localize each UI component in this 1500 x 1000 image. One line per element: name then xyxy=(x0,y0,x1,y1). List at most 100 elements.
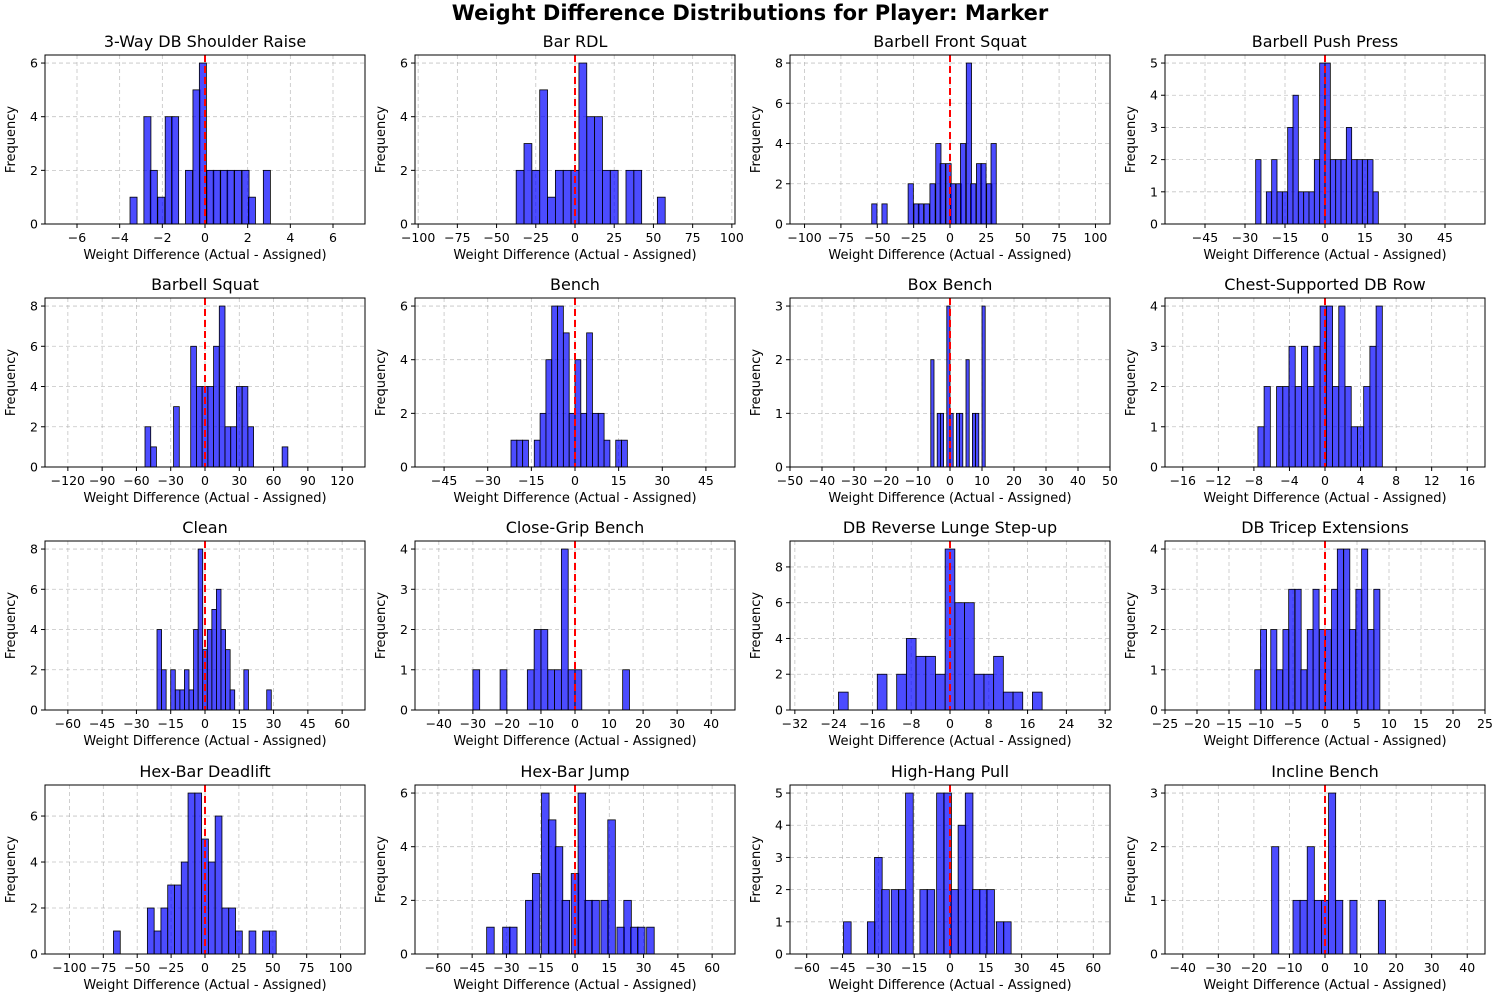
histogram-bar xyxy=(193,629,199,711)
histogram-bar xyxy=(1361,159,1369,225)
histogram-bar xyxy=(1276,386,1284,468)
x-tick-label: −16 xyxy=(859,716,885,731)
histogram-bar xyxy=(930,359,935,468)
x-tick-label: −45 xyxy=(1192,230,1218,245)
x-tick-label: 75 xyxy=(299,960,315,975)
histogram-bar xyxy=(1282,629,1290,711)
y-tick-label: 6 xyxy=(30,56,38,71)
x-tick-label: 0 xyxy=(946,960,954,975)
histogram-bar xyxy=(547,819,557,955)
y-tick-label: 4 xyxy=(400,839,408,854)
histogram-bar xyxy=(153,930,162,955)
histogram-bar xyxy=(1313,345,1321,468)
histogram-bar xyxy=(600,899,609,955)
x-tick-label: 45 xyxy=(670,960,686,975)
histogram-bar xyxy=(965,359,970,468)
histogram-bar xyxy=(956,412,961,468)
histogram-bar xyxy=(1292,899,1301,955)
histogram-bar xyxy=(959,412,964,468)
x-tick-label: −15 xyxy=(158,716,184,731)
histogram-bar xyxy=(173,406,180,468)
histogram-bar xyxy=(607,819,616,955)
histogram-bar xyxy=(143,116,152,225)
y-tick-label: 2 xyxy=(400,622,408,637)
x-tick-label: −75 xyxy=(828,230,854,245)
x-tick-label: −8 xyxy=(902,716,920,731)
histogram-bar xyxy=(907,183,914,225)
histogram-bar xyxy=(646,926,655,955)
figure-title: Weight Difference Distributions for Play… xyxy=(452,1,1049,25)
histogram-bar xyxy=(609,169,619,225)
histogram-bar xyxy=(545,359,553,468)
histogram-bar xyxy=(567,669,576,711)
y-tick-label: 0 xyxy=(400,217,408,232)
x-tick-label: −45 xyxy=(431,473,457,488)
histogram-bar xyxy=(1270,629,1278,711)
histogram-bar xyxy=(1356,159,1363,225)
histogram-bar xyxy=(905,638,917,711)
histogram-bar xyxy=(915,655,927,711)
x-axis-label: Weight Difference (Actual - Assigned) xyxy=(1203,248,1446,263)
x-tick-label: −20 xyxy=(873,473,899,488)
histogram-bar xyxy=(957,824,967,955)
histogram-bar xyxy=(960,143,967,225)
x-tick-label: −60 xyxy=(425,960,451,975)
x-tick-label: −10 xyxy=(905,473,931,488)
y-tick-label: 0 xyxy=(775,460,783,475)
histogram-bar xyxy=(1254,669,1262,711)
histogram-bar xyxy=(1325,305,1333,468)
y-axis-label: Frequency xyxy=(374,106,389,173)
histogram-bar xyxy=(637,926,646,955)
subplot-title: High-Hang Pull xyxy=(891,762,1009,781)
histogram-bar xyxy=(156,629,162,711)
x-tick-label: −100 xyxy=(401,230,435,245)
histogram-bar xyxy=(1288,588,1296,711)
histogram-bar xyxy=(1012,691,1024,711)
x-tick-label: −24 xyxy=(820,716,846,731)
histogram-bar xyxy=(523,143,533,225)
x-tick-label: −40 xyxy=(426,716,452,731)
y-tick-label: 4 xyxy=(400,542,408,557)
histogram-bar xyxy=(187,792,196,955)
histogram-bar xyxy=(843,921,852,955)
histogram-bar xyxy=(207,861,216,955)
y-tick-label: 8 xyxy=(30,542,38,557)
subplot-title: DB Reverse Lunge Step-up xyxy=(843,518,1057,537)
x-tick-label: 45 xyxy=(1050,960,1066,975)
x-axis-label: Weight Difference (Actual - Assigned) xyxy=(1203,491,1446,506)
histogram-bar xyxy=(1287,127,1294,225)
y-tick-label: 4 xyxy=(1150,542,1158,557)
histogram-bar xyxy=(874,857,883,955)
y-tick-label: 2 xyxy=(775,352,783,367)
y-axis-label: Frequency xyxy=(374,836,389,903)
x-tick-label: 0 xyxy=(201,230,209,245)
x-tick-label: 0 xyxy=(201,960,209,975)
y-tick-label: 6 xyxy=(400,786,408,801)
histogram-bar xyxy=(1355,588,1363,711)
histogram-bar xyxy=(949,183,956,225)
x-tick-label: −25 xyxy=(900,230,926,245)
x-tick-label: 20 xyxy=(1445,716,1461,731)
y-tick-label: 4 xyxy=(30,109,38,124)
histogram-bar xyxy=(1328,792,1337,955)
histogram-bar xyxy=(603,439,611,468)
histogram-bar xyxy=(1294,386,1302,468)
histogram-bar xyxy=(586,332,593,468)
x-tick-label: 30 xyxy=(1397,230,1413,245)
histogram-bar xyxy=(224,426,232,468)
x-tick-label: 25 xyxy=(606,230,622,245)
x-tick-label: −50 xyxy=(483,230,509,245)
histogram-bar xyxy=(214,815,223,955)
x-tick-label: −60 xyxy=(55,716,81,731)
y-tick-label: 4 xyxy=(775,136,783,151)
histogram-bar xyxy=(547,669,555,711)
y-tick-label: 8 xyxy=(775,559,783,574)
histogram-bar xyxy=(1032,691,1043,711)
y-tick-label: 6 xyxy=(775,96,783,111)
x-tick-label: 40 xyxy=(1459,960,1475,975)
histogram-bar xyxy=(509,926,518,955)
histogram-bar xyxy=(1349,629,1356,711)
y-tick-label: 3 xyxy=(1150,339,1158,354)
x-tick-label: 100 xyxy=(1084,230,1108,245)
